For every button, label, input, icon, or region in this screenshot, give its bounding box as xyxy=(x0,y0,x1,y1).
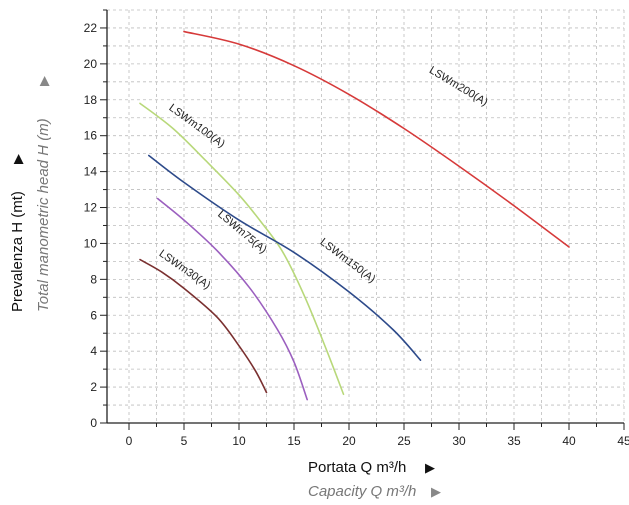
y-tick-label: 16 xyxy=(84,129,98,143)
x-tick-label: 5 xyxy=(181,434,188,448)
x-tick-label: 45 xyxy=(617,434,629,448)
y-tick-label: 20 xyxy=(84,57,98,71)
series-lines xyxy=(139,30,570,401)
y-tick-label: 10 xyxy=(84,236,98,250)
x-axis-subtitle-arrow: ▶ xyxy=(431,485,441,500)
y-tick-label: 22 xyxy=(84,21,98,35)
series-line xyxy=(139,258,268,394)
y-axis-arrow: ▶ xyxy=(11,154,26,164)
y-tick-label: 4 xyxy=(90,344,97,358)
grid-lines xyxy=(107,9,625,423)
x-tick-label: 0 xyxy=(126,434,133,448)
series-label: LSWm200(A) xyxy=(427,64,490,108)
y-tick-label: 2 xyxy=(90,380,97,394)
series-line xyxy=(183,30,570,248)
tick-labels: 0 2 4 6 8 10 12 14 16 18 20 22 0 5 10 15 20 25 30 35 40 45 xyxy=(84,21,629,448)
y-axis-subtitle-arrow: ▶ xyxy=(37,76,52,86)
x-tick-label: 15 xyxy=(287,434,301,448)
series-line xyxy=(156,197,308,401)
y-axis-subtitle: Total manometric head H (m) xyxy=(35,118,52,312)
y-tick-label: 12 xyxy=(84,201,98,215)
x-tick-label: 10 xyxy=(232,434,246,448)
y-tick-label: 6 xyxy=(90,308,97,322)
x-axis-title: Portata Q m³/h xyxy=(308,459,406,476)
x-axis-arrow: ▶ xyxy=(425,461,435,476)
series-labels: LSWm200(A)LSWm100(A)LSWm150(A)LSWm75(A)L… xyxy=(157,64,490,292)
series-label: LSWm100(A) xyxy=(167,102,227,151)
axes xyxy=(100,9,625,430)
x-tick-label: 30 xyxy=(452,434,466,448)
x-tick-label: 35 xyxy=(507,434,521,448)
y-tick-label: 14 xyxy=(84,165,98,179)
x-tick-label: 40 xyxy=(562,434,576,448)
x-axis-subtitle: Capacity Q m³/h xyxy=(308,483,416,500)
x-tick-label: 25 xyxy=(397,434,411,448)
series-line xyxy=(148,154,422,361)
x-tick-label: 20 xyxy=(342,434,356,448)
series-label: LSWm30(A) xyxy=(157,248,213,292)
y-tick-label: 0 xyxy=(90,416,97,430)
series-line xyxy=(139,102,345,396)
y-axis-title: Prevalenza H (mt) xyxy=(9,191,26,312)
y-tick-label: 8 xyxy=(90,272,97,286)
y-tick-label: 18 xyxy=(84,93,98,107)
